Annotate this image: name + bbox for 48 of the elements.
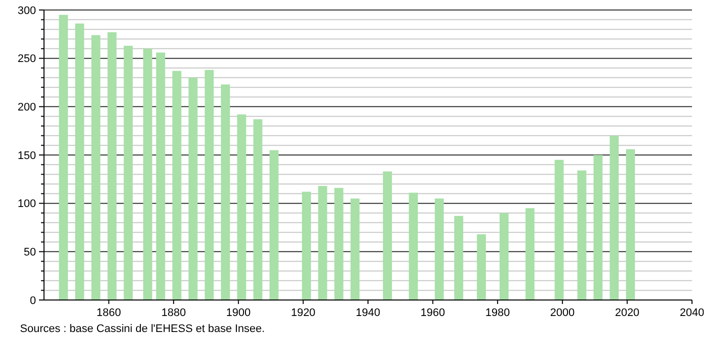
- bar: [382, 171, 392, 300]
- x-tick-label: 1900: [226, 307, 251, 319]
- bar: [220, 84, 230, 300]
- y-tick-label: 150: [18, 150, 36, 162]
- bar: [108, 32, 117, 300]
- bar: [91, 35, 100, 300]
- y-tick-label: 100: [18, 198, 36, 210]
- y-tick-label: 50: [24, 246, 36, 259]
- bar: [204, 70, 214, 300]
- bar: [75, 24, 84, 300]
- bar: [253, 119, 262, 300]
- x-tick-label: 1880: [161, 307, 186, 319]
- bar: [526, 208, 534, 300]
- bar: [172, 70, 182, 300]
- bar: [350, 198, 360, 300]
- x-tick-label: 2000: [550, 307, 575, 319]
- bar: [58, 14, 68, 300]
- y-tick-label: 200: [18, 102, 36, 114]
- x-tick-label: 2020: [614, 307, 640, 319]
- bar: [610, 136, 619, 300]
- bar: [124, 46, 133, 300]
- x-tick-label: 2040: [680, 307, 704, 319]
- x-tick-label: 1980: [485, 307, 510, 319]
- bar: [143, 48, 152, 300]
- x-tick-label: 1940: [356, 307, 380, 319]
- y-tick-label: 300: [18, 4, 36, 17]
- bar: [500, 213, 509, 300]
- bar: [188, 78, 198, 300]
- bar: [554, 160, 564, 300]
- bar: [156, 52, 166, 300]
- source-note: Sources : base Cassini de l'EHESS et base Insee.: [20, 323, 265, 335]
- x-tick-label: 1860: [96, 307, 122, 319]
- bar: [270, 150, 279, 300]
- bar: [237, 114, 246, 300]
- bar: [476, 234, 486, 300]
- bar: [334, 188, 344, 300]
- y-tick-label: 0: [30, 294, 36, 307]
- bar: [408, 192, 418, 300]
- bar: [626, 149, 635, 300]
- bar: [318, 186, 328, 300]
- bar: [577, 170, 586, 300]
- bar: [594, 155, 603, 300]
- x-tick-label: 1920: [290, 307, 316, 319]
- x-tick-label: 1960: [420, 307, 446, 319]
- bar: [454, 216, 464, 300]
- bar: [302, 192, 311, 300]
- y-tick-label: 250: [18, 53, 36, 66]
- bar: [434, 198, 444, 300]
